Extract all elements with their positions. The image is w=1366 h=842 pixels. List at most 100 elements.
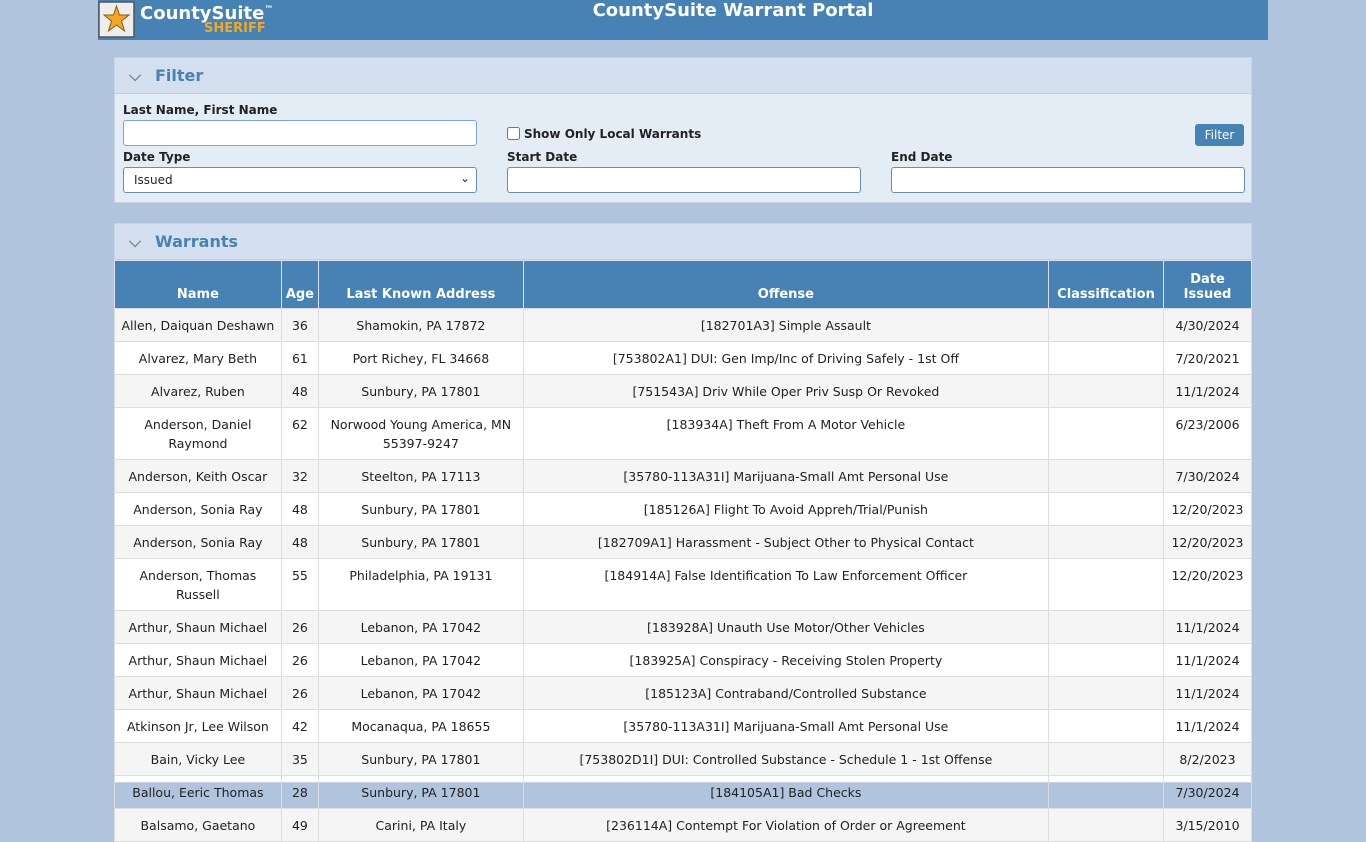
cell: 48 <box>280 492 320 526</box>
logo-icon <box>98 1 135 38</box>
cell: 7/30/2024 <box>1162 775 1253 809</box>
cell: Arthur, Shaun Michael <box>114 643 282 677</box>
logo-name: CountySuite™ <box>140 3 273 24</box>
column-header[interactable]: Age <box>280 260 320 309</box>
cell: Anderson, Sonia Ray <box>114 525 282 559</box>
cell: 11/1/2024 <box>1162 610 1253 644</box>
cell: 32 <box>280 459 320 493</box>
cell: Lebanon, PA 17042 <box>318 610 524 644</box>
warrant-row[interactable]: Arthur, Shaun Michael 26 Lebanon, PA 17042… <box>114 643 1253 677</box>
cell: 3/15/2010 <box>1162 808 1253 842</box>
cell: 11/1/2024 <box>1162 643 1253 677</box>
cell: 62 <box>280 407 320 460</box>
cell: [35780-113A31I] Marijuana-Small Amt Pers… <box>522 459 1050 493</box>
warrant-row[interactable]: Anderson, Daniel Raymond 62 Norwood Young … <box>114 407 1253 460</box>
cell: Balsamo, Gaetano <box>114 808 282 842</box>
cell: 6/23/2006 <box>1162 407 1253 460</box>
cell: 12/20/2023 <box>1162 525 1253 559</box>
cell: Atkinson Jr, Lee Wilson <box>114 709 282 743</box>
warrant-row[interactable]: Atkinson Jr, Lee Wilson 42 Mocanaqua, PA 1… <box>114 709 1253 743</box>
cell <box>1048 407 1164 460</box>
cell: 61 <box>280 341 320 375</box>
warrant-row[interactable]: Arthur, Shaun Michael 26 Lebanon, PA 17042… <box>114 676 1253 710</box>
cell: 28 <box>280 775 320 809</box>
cell: Sunbury, PA 17801 <box>318 525 524 559</box>
end-date-input[interactable] <box>891 167 1245 193</box>
cell <box>1048 492 1164 526</box>
cell: 42 <box>280 709 320 743</box>
cell: Steelton, PA 17113 <box>318 459 524 493</box>
cell: [753802D1I] DUI: Controlled Substance - … <box>522 742 1050 776</box>
warrant-row[interactable]: Anderson, Thomas Russell 55 Philadelphia, … <box>114 558 1253 611</box>
cell: Norwood Young America, MN 55397-9247 <box>318 407 524 460</box>
label: Start Date <box>507 150 578 164</box>
cell: [183934A] Theft From A Motor Vehicle <box>522 407 1050 460</box>
warrants-panel: ⌵ Warrants Name Age Last Known Address Offen… <box>114 223 1253 842</box>
warrant-row[interactable]: Anderson, Sonia Ray 48 Sunbury, PA 17801 [1… <box>114 525 1253 559</box>
label: End Date <box>891 150 953 164</box>
cell: Lebanon, PA 17042 <box>318 643 524 677</box>
cell: Anderson, Daniel Raymond <box>114 407 282 460</box>
cell: Port Richey, FL 34668 <box>318 341 524 375</box>
cell <box>1048 742 1164 776</box>
local-checkbox[interactable]: Show Only Local Warrants <box>507 127 701 141</box>
checkbox[interactable] <box>507 127 520 140</box>
panel-header[interactable]: ⌵ Warrants <box>115 224 1251 260</box>
cell: [183928A] Unauth Use Motor/Other Vehicle… <box>522 610 1050 644</box>
filter-button[interactable]: Filter <box>1195 124 1244 146</box>
cell <box>1048 558 1164 611</box>
column-header[interactable]: Offense <box>522 260 1050 309</box>
cell: [184105A1] Bad Checks <box>522 775 1050 809</box>
cell: 8/2/2023 <box>1162 742 1253 776</box>
column-header[interactable]: Classification <box>1048 260 1164 309</box>
cell: Alvarez, Mary Beth <box>114 341 282 375</box>
cell: 7/20/2021 <box>1162 341 1253 375</box>
cell: [183925A] Conspiracy - Receiving Stolen … <box>522 643 1050 677</box>
cell: Arthur, Shaun Michael <box>114 676 282 710</box>
filter-panel: ⌵ Filter Last Name, First Name Show Only … <box>114 57 1252 203</box>
column-header[interactable]: Name <box>114 260 282 309</box>
warrant-row[interactable]: Anderson, Keith Oscar 32 Steelton, PA 1711… <box>114 459 1253 493</box>
cell: 55 <box>280 558 320 611</box>
warrant-row[interactable]: Anderson, Sonia Ray 48 Sunbury, PA 17801 [1… <box>114 492 1253 526</box>
cell: Sunbury, PA 17801 <box>318 492 524 526</box>
cell: [185123A] Contraband/Controlled Substanc… <box>522 676 1050 710</box>
cell: [35780-113A31I] Marijuana-Small Amt Pers… <box>522 709 1050 743</box>
panel-header[interactable]: ⌵ Filter <box>115 58 1251 94</box>
warrant-row[interactable]: Balsamo, Gaetano 49 Carini, PA Italy [23611… <box>114 808 1253 842</box>
cell: Sunbury, PA 17801 <box>318 374 524 408</box>
warrant-row[interactable]: Arthur, Shaun Michael 26 Lebanon, PA 17042… <box>114 610 1253 644</box>
cell: Philadelphia, PA 19131 <box>318 558 524 611</box>
warrant-row[interactable]: Alvarez, Ruben 48 Sunbury, PA 17801 [751543… <box>114 374 1253 408</box>
select-value: Issued <box>134 173 173 187</box>
cell <box>1048 459 1164 493</box>
cell: 12/20/2023 <box>1162 558 1253 611</box>
cell: Carini, PA Italy <box>318 808 524 842</box>
column-header[interactable]: Last Known Address <box>318 260 524 309</box>
page: CountySuite™ SHERIFF CountySuite Warrant… <box>98 0 1268 842</box>
cell: 4/30/2024 <box>1162 308 1253 342</box>
cell: [185126A] Flight To Avoid Appreh/Trial/P… <box>522 492 1050 526</box>
start-date-input[interactable] <box>507 167 861 193</box>
warrant-row[interactable]: Allen, Daiquan Deshawn 36 Shamokin, PA 178… <box>114 308 1253 342</box>
cell: Anderson, Thomas Russell <box>114 558 282 611</box>
cell <box>1048 308 1164 342</box>
warrant-row[interactable]: Alvarez, Mary Beth 61 Port Richey, FL 3466… <box>114 341 1253 375</box>
cell: Sunbury, PA 17801 <box>318 775 524 809</box>
date-type-select[interactable]: Issued ⌄ <box>123 167 477 193</box>
name-input[interactable] <box>123 120 477 146</box>
cell: 26 <box>280 676 320 710</box>
column-header[interactable]: Date Issued <box>1162 260 1253 309</box>
cell: Sunbury, PA 17801 <box>318 742 524 776</box>
trademark: ™ <box>264 5 274 15</box>
warrant-row[interactable]: Bain, Vicky Lee 35 Sunbury, PA 17801 [75380… <box>114 742 1253 776</box>
cell: 48 <box>280 525 320 559</box>
cell: [753802A1] DUI: Gen Imp/Inc of Driving S… <box>522 341 1050 375</box>
cell <box>1048 341 1164 375</box>
cell: Lebanon, PA 17042 <box>318 676 524 710</box>
cell: Allen, Daiquan Deshawn <box>114 308 282 342</box>
cell: 35 <box>280 742 320 776</box>
portal-title: CountySuite Warrant Portal <box>592 0 874 21</box>
cell: 49 <box>280 808 320 842</box>
warrant-row[interactable]: Ballou, Eeric Thomas 28 Sunbury, PA 17801[… <box>114 775 1253 809</box>
